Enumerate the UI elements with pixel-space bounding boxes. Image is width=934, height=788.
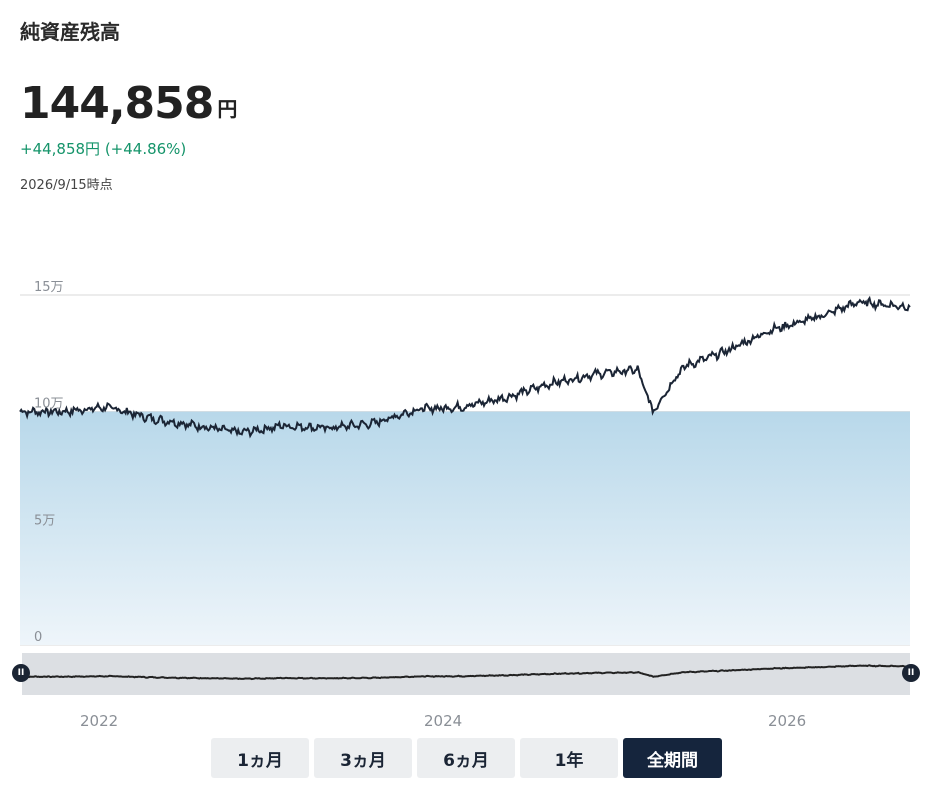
balance-unit: 円 <box>217 97 238 121</box>
y-tick-label: 5万 <box>34 513 55 528</box>
balance-amount: 144,858 <box>20 78 214 129</box>
period-selector: 1ヵ月 3ヵ月 6ヵ月 1年 全期間 <box>211 738 722 778</box>
x-tick-label: 2022 <box>80 712 119 730</box>
range-start-handle[interactable]: II <box>12 664 30 682</box>
period-3months-button[interactable]: 3ヵ月 <box>314 738 412 778</box>
x-tick-label: 2024 <box>424 712 463 730</box>
range-end-handle[interactable]: II <box>902 664 920 682</box>
page-title: 純資産残高 <box>20 20 120 44</box>
y-tick-label: 15万 <box>34 280 64 295</box>
period-1year-button[interactable]: 1年 <box>520 738 618 778</box>
x-tick-label: 2026 <box>768 712 807 730</box>
period-1month-button[interactable]: 1ヵ月 <box>211 738 309 778</box>
y-tick-label: 0 <box>34 630 42 645</box>
baseline-area <box>20 411 910 645</box>
period-6months-button[interactable]: 6ヵ月 <box>417 738 515 778</box>
range-navigator[interactable] <box>21 653 911 695</box>
change-amount: +44,858円 (+44.86%) <box>20 140 187 158</box>
balance-chart: 0 5万 10万 15万 <box>19 280 911 646</box>
balance-value: 144,858 円 <box>20 76 237 126</box>
y-tick-label: 10万 <box>34 397 64 412</box>
balance-line <box>19 295 911 439</box>
navigator-line <box>21 664 911 681</box>
as-of-date: 2026/9/15時点 <box>20 178 113 193</box>
period-all-button[interactable]: 全期間 <box>623 738 722 778</box>
